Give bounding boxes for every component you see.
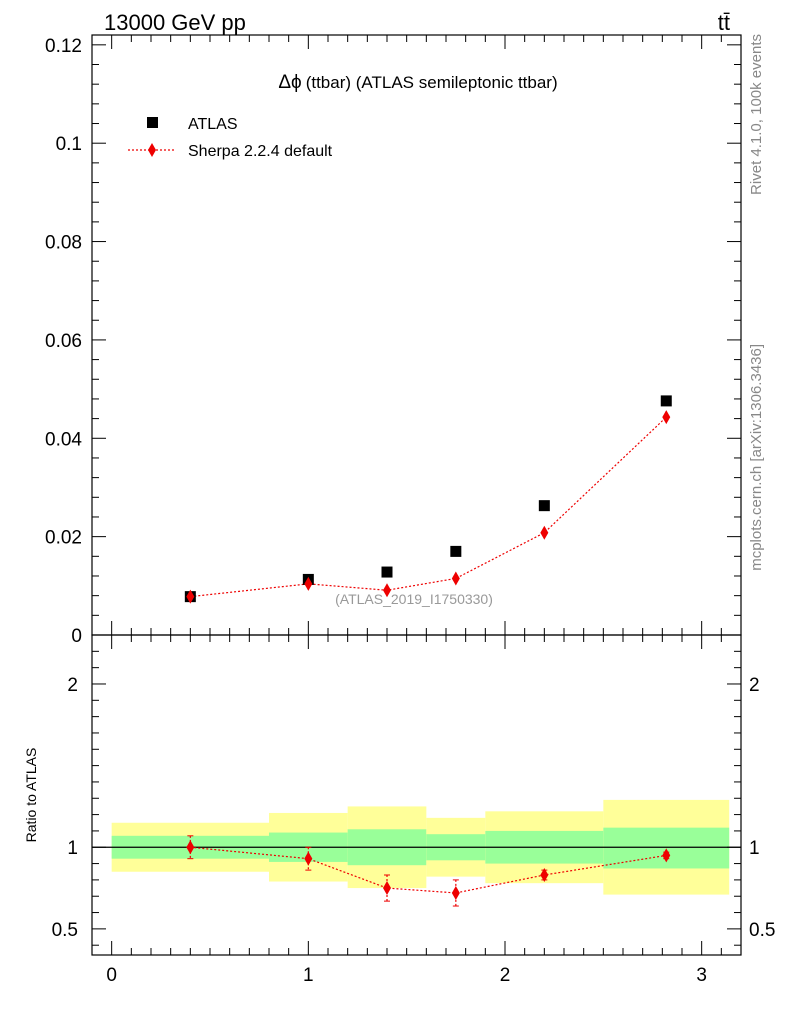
sherpa-point bbox=[662, 410, 671, 425]
ratio-panel: 0.5 0.5 1 1 2 2 0 1 2 3 Ratio to ATLAS bbox=[23, 634, 775, 986]
ratio-ylabel: Ratio to ATLAS bbox=[23, 748, 39, 843]
sherpa-point bbox=[304, 576, 313, 591]
sherpa-line bbox=[190, 416, 667, 598]
ratio-x-tick-label: 3 bbox=[696, 965, 707, 986]
legend-sherpa-label: Sherpa 2.2.4 default bbox=[188, 143, 333, 160]
process-label: tt̄ bbox=[718, 10, 730, 35]
ratio-series bbox=[186, 835, 671, 907]
ratio-frame bbox=[91, 634, 742, 956]
legend-atlas-label: ATLAS bbox=[188, 116, 238, 133]
legend-atlas-marker bbox=[147, 117, 158, 128]
ratio-sherpa-point bbox=[186, 840, 195, 855]
main-y-tick-label: 0.04 bbox=[45, 429, 82, 450]
ratio-sherpa-line bbox=[190, 846, 667, 894]
ratio-y-tick-label: 1 bbox=[67, 838, 78, 859]
ratio-x-tick-label: 0 bbox=[106, 965, 117, 986]
sherpa-point bbox=[383, 583, 391, 598]
ratio-x-tick-label: 2 bbox=[500, 965, 511, 986]
main-title: Δϕ (ttbar) (ATLAS semileptonic ttbar) bbox=[278, 72, 557, 93]
ratio-sherpa-point bbox=[383, 881, 391, 896]
ratio-sherpa-point bbox=[304, 851, 313, 866]
sherpa-point bbox=[540, 525, 549, 540]
ratio-y-tick-label-right: 0.5 bbox=[749, 920, 775, 941]
ratio-y-tick-label: 0.5 bbox=[52, 920, 78, 941]
main-y-tick-label: 0.02 bbox=[45, 528, 82, 549]
mcplots-label: mcplots.cern.ch [arXiv:1306.3436] bbox=[748, 344, 765, 571]
atlas-point bbox=[660, 395, 672, 407]
main-y-tick-label: 0.12 bbox=[45, 36, 82, 57]
atlas-point bbox=[381, 566, 393, 578]
legend: ATLAS Sherpa 2.2.4 default bbox=[128, 116, 333, 160]
ratio-y-tick-label-right: 2 bbox=[749, 675, 760, 696]
energy-label: 13000 GeV pp bbox=[104, 10, 246, 35]
ratio-sherpa-point bbox=[540, 868, 549, 882]
sherpa-point bbox=[186, 589, 195, 604]
legend-sherpa-marker bbox=[148, 143, 156, 157]
atlas-point bbox=[450, 545, 462, 557]
title-text: (ttbar) (ATLAS semileptonic ttbar) bbox=[306, 73, 558, 92]
watermark: (ATLAS_2019_I1750330) bbox=[335, 591, 493, 607]
rivet-label: Rivet 4.1.0, 100k events bbox=[748, 34, 765, 195]
main-y-tick-label: 0.06 bbox=[45, 331, 82, 352]
ratio-y-tick-label: 2 bbox=[67, 675, 78, 696]
main-panel: 0 0.02 0.04 0.06 0.08 0.1 0.12 Δϕ (ttbar) (ATLA… bbox=[45, 34, 742, 647]
ratio-sherpa-point bbox=[662, 848, 671, 863]
title-symbol: Δϕ bbox=[278, 72, 301, 93]
ratio-ticks: 0.5 0.5 1 1 2 2 0 1 2 3 bbox=[52, 635, 775, 986]
sherpa-point bbox=[451, 571, 460, 586]
main-y-tick-label: 0 bbox=[71, 626, 82, 647]
main-y-ticks: 0 0.02 0.04 0.06 0.08 0.1 0.12 bbox=[45, 35, 741, 647]
main-series bbox=[184, 395, 672, 604]
ratio-sherpa-point bbox=[451, 885, 460, 900]
ratio-x-tick-label: 1 bbox=[303, 965, 314, 986]
main-y-tick-label: 0.1 bbox=[56, 134, 82, 155]
atlas-point bbox=[538, 500, 550, 512]
main-y-tick-label: 0.08 bbox=[45, 233, 82, 254]
ratio-y-tick-label-right: 1 bbox=[749, 838, 760, 859]
